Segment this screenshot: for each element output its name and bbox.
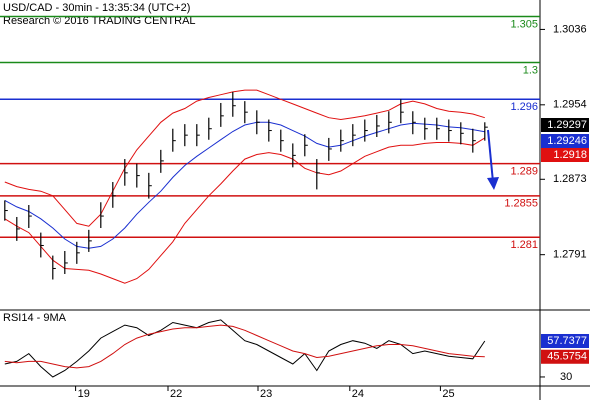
- last-value-label: 1.29246: [547, 135, 587, 147]
- arrow-head: [487, 177, 499, 190]
- last-value-box: [541, 333, 589, 348]
- level-label: 1.2855: [504, 198, 538, 210]
- chart-subtitle: Research © 2016 TRADING CENTRAL: [3, 15, 196, 27]
- y-tick-label: 1.2954: [553, 99, 587, 111]
- x-tick-label: 24: [352, 388, 364, 400]
- level-label: 1.3: [523, 64, 538, 76]
- level-label: 1.305: [510, 18, 538, 30]
- last-value-label: 1.29297: [547, 119, 587, 131]
- y-tick-label: 30: [560, 371, 572, 383]
- y-tick-label: 1.3036: [553, 23, 587, 35]
- last-value-label: 1.2918: [553, 149, 587, 161]
- x-tick-label: 19: [78, 388, 90, 400]
- indicator-line: [4, 121, 485, 249]
- level-label: 1.289: [510, 166, 538, 178]
- rsi-title: RSI14 - 9MA: [3, 312, 67, 324]
- forecast-arrow: [487, 129, 499, 190]
- last-value-box: [541, 148, 589, 162]
- x-tick-label: 25: [442, 388, 454, 400]
- y-tick-label: 1.2791: [553, 249, 587, 261]
- level-label: 1.296: [510, 101, 538, 113]
- last-value-label: 57.7377: [547, 335, 587, 347]
- chart-title: USD/CAD - 30min - 13:35:34 (UTC+2): [3, 2, 190, 14]
- rsi-line: [4, 319, 486, 378]
- indicator-line: [4, 89, 485, 227]
- last-value-box: [541, 349, 589, 364]
- last-value-box: [541, 134, 589, 148]
- rsi-line: [4, 324, 485, 369]
- last-value-label: 45.5754: [547, 351, 587, 363]
- level-label: 1.281: [510, 239, 538, 251]
- y-tick-label: 1.2873: [553, 173, 587, 185]
- x-tick-label: 22: [170, 388, 182, 400]
- indicator-line: [4, 137, 486, 284]
- x-tick-label: 23: [260, 388, 272, 400]
- arrow-shaft: [487, 129, 494, 183]
- last-value-box: [541, 118, 589, 132]
